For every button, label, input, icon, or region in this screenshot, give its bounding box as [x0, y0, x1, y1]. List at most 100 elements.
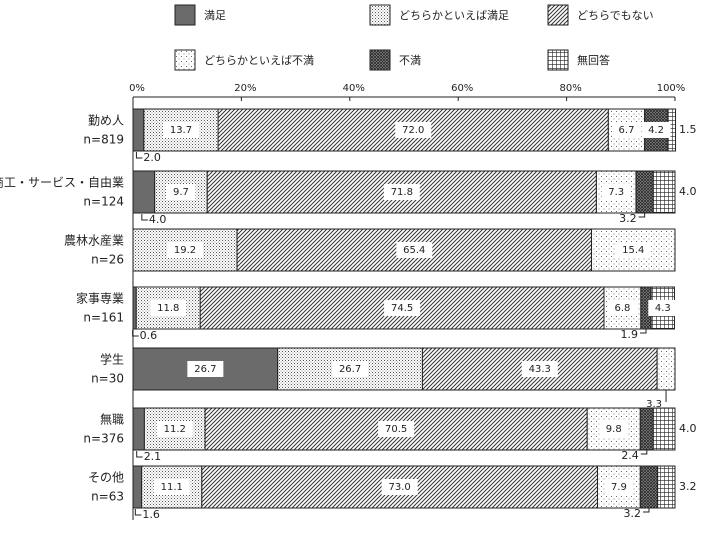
value-label: 2.1: [144, 450, 162, 463]
callout-line: [638, 213, 646, 218]
legend-label: どちらかといえば満足: [399, 9, 509, 22]
value-label-bg: [162, 122, 199, 138]
value-label-bg: [167, 242, 204, 258]
value-label: 65.4: [403, 245, 425, 256]
value-label: 4.0: [679, 185, 697, 198]
category-n: n=376: [83, 432, 124, 446]
value-label: 1.6: [142, 508, 160, 521]
value-label-bg: [378, 421, 415, 437]
callout-line: [135, 152, 143, 159]
bar-segment: [639, 407, 654, 451]
value-label-bg: [383, 184, 420, 200]
category-label: 商工・サービス・自由業: [0, 175, 124, 190]
callout-line: [642, 508, 650, 513]
bar-segment: [135, 286, 201, 330]
legend-label: 満足: [204, 9, 226, 22]
bar-segment: [132, 407, 145, 451]
value-label: 11.2: [164, 424, 186, 435]
category-label: 勤め人: [88, 114, 124, 128]
legend-swatch: [547, 4, 569, 26]
value-label: 7.3: [608, 187, 624, 198]
value-label-bg: [395, 122, 432, 138]
value-label: 4.0: [679, 422, 697, 435]
bar-segment: [657, 465, 676, 509]
value-label-bg: [381, 479, 418, 495]
value-label: 9.8: [606, 424, 622, 435]
value-label-bg: [601, 184, 631, 200]
value-label: 1.5: [679, 123, 697, 136]
value-label: 9.7: [173, 187, 189, 198]
bar-segment: [132, 108, 145, 152]
value-label-bg: [599, 421, 629, 437]
bar-segment: [635, 170, 654, 214]
category-labels: 勤め人 n=819 商工・サービス・自由業 n=124 農林水産業 n=26 家事専業 n=1…: [0, 114, 124, 504]
value-label: 3.2: [623, 507, 641, 520]
category-label: その他: [88, 471, 124, 485]
callout-line: [136, 451, 143, 458]
value-label: 4.0: [149, 213, 167, 226]
callout-line: [132, 330, 139, 337]
value-label-bg: [641, 122, 671, 138]
category-label: 無職: [100, 412, 124, 427]
value-label-bg: [396, 242, 433, 258]
bar-segment: [132, 465, 143, 509]
category-n: n=161: [83, 311, 124, 325]
category-n: n=30: [91, 372, 124, 386]
value-label: 4.3: [655, 303, 671, 314]
category-n: n=63: [91, 490, 124, 504]
value-label-bg: [604, 479, 634, 495]
category-label: 学生: [100, 352, 124, 367]
x-tick-label: 100%: [657, 83, 686, 94]
legend-label: 不満: [399, 54, 421, 67]
value-label: 4.2: [648, 125, 664, 136]
value-label: 3.2: [679, 480, 697, 493]
x-tick-label: 40%: [343, 83, 365, 94]
value-label-bg: [150, 300, 187, 316]
value-labels: 2.0 13.7 72.0 6.7 4.2 1.5 4.0 9.7 71.8 7.3 3.2 4.0 1…: [132, 122, 697, 521]
bar-segment: [652, 407, 676, 451]
value-label: 2.4: [621, 449, 639, 462]
value-label: 6.8: [614, 303, 630, 314]
category-label: 農林水産業: [64, 233, 124, 248]
bar-segment: [132, 170, 156, 214]
value-label-bg: [153, 479, 190, 495]
value-label: 6.7: [619, 125, 635, 136]
category-label: 家事専業: [76, 291, 124, 306]
value-label: 7.9: [611, 482, 627, 493]
legend-swatch: [174, 49, 196, 71]
value-label: 72.0: [402, 125, 424, 136]
value-label: 26.7: [339, 364, 361, 375]
legend-label: 無回答: [577, 53, 610, 67]
legend-swatch: [174, 4, 196, 26]
callout-line: [134, 509, 142, 516]
value-label: 15.4: [622, 245, 644, 256]
category-n: n=26: [91, 253, 124, 267]
category-n: n=819: [83, 133, 124, 147]
callout-line: [640, 450, 648, 455]
value-label-bg: [615, 242, 652, 258]
legend-swatch: [547, 49, 569, 71]
value-label-bg: [648, 300, 678, 316]
value-label: 11.1: [161, 482, 183, 493]
value-label-bg: [332, 361, 369, 377]
value-label: 71.8: [391, 187, 413, 198]
value-label: 0.6: [140, 329, 158, 342]
value-label: 3.3: [646, 399, 662, 410]
value-label: 11.8: [157, 303, 179, 314]
category-n: n=124: [83, 195, 124, 209]
value-label-bg: [384, 300, 421, 316]
value-label-bg: [521, 361, 558, 377]
value-label-bg: [607, 300, 637, 316]
value-label-bg: [187, 361, 224, 377]
value-label: 70.5: [385, 424, 407, 435]
legend-swatch: [369, 49, 391, 71]
value-label: 19.2: [174, 245, 196, 256]
value-label: 74.5: [391, 303, 413, 314]
x-tick-label: 80%: [559, 83, 581, 94]
value-label: 26.7: [194, 364, 216, 375]
bar-segment: [656, 347, 676, 391]
legend-label: どちらでもない: [577, 9, 654, 22]
bar-segment: [639, 465, 659, 509]
